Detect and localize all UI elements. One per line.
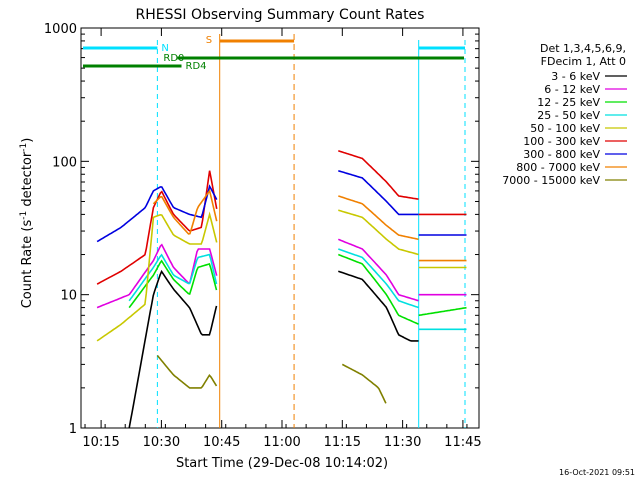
timestamp: 16-Oct-2021 09:51 [559,468,635,477]
annotation-rd0: RD0 [163,53,184,64]
series-line-2 [418,306,467,317]
series-line-5 [338,150,419,200]
series-line-1 [96,243,218,309]
y-tick-label: 1000 [44,22,77,37]
plot-area: 10:15 10:30 10:45 11:00 11:15 11:30 11:45 1 10 10… [44,22,482,450]
series-line-6 [338,169,419,216]
series-line-3 [338,248,419,309]
legend-header-line-2: FDecim 1, Att 0 [541,55,626,68]
x-tick-label: 11:00 [263,435,300,450]
annotation-rd4: RD4 [186,61,207,72]
chart-title: RHESSI Observing Summary Count Rates [136,7,425,23]
legend-label: 100 - 300 keV [523,135,600,148]
series-line-8 [341,363,387,404]
legend-label: 7000 - 15000 keV [502,174,600,187]
x-tick-label: 10:30 [143,435,180,450]
series-line-0 [128,269,218,429]
legend-label: 300 - 800 keV [523,148,600,161]
series-line-2 [128,259,218,309]
x-tick-label: 10:45 [203,435,240,450]
series-line-7 [152,188,218,235]
x-axis-label: Start Time (29-Dec-08 10:14:02) [176,456,388,471]
series-line-6 [96,184,218,243]
x-tick-label: 11:15 [324,435,361,450]
legend-label: 6 - 12 keV [544,83,600,96]
series-line-4 [96,211,218,342]
legend-label: 800 - 7000 keV [516,161,600,174]
series-line-4 [338,209,419,256]
legend: Det 1,3,4,5,6,9, FDecim 1, Att 0 3 - 6 k… [502,42,627,187]
legend-label: 50 - 100 keV [530,122,600,135]
legend-header-line-1: Det 1,3,4,5,6,9, [540,42,626,55]
legend-label: 12 - 25 keV [537,96,600,109]
series-line-8 [156,354,218,389]
legend-label: 25 - 50 keV [537,109,600,122]
legend-label: 3 - 6 keV [551,70,600,83]
y-tick-label: 10 [60,289,77,304]
plot-frame [80,27,480,429]
y-axis-label: Count Rate (s-1 detector-1) [19,138,35,309]
x-tick-label: 11:45 [444,435,481,450]
y-tick-label: 1 [69,422,77,437]
series-line-3 [128,253,218,302]
annotation-n: N [161,43,168,54]
series-line-2 [337,253,419,325]
x-tick-label: 10:15 [82,435,119,450]
series-line-7 [338,195,419,241]
x-tick-label: 11:30 [384,435,421,450]
series-line-0 [338,270,419,342]
y-tick-label: 100 [52,155,77,170]
annotation-s: S [206,35,212,46]
series-line-1 [337,238,419,302]
